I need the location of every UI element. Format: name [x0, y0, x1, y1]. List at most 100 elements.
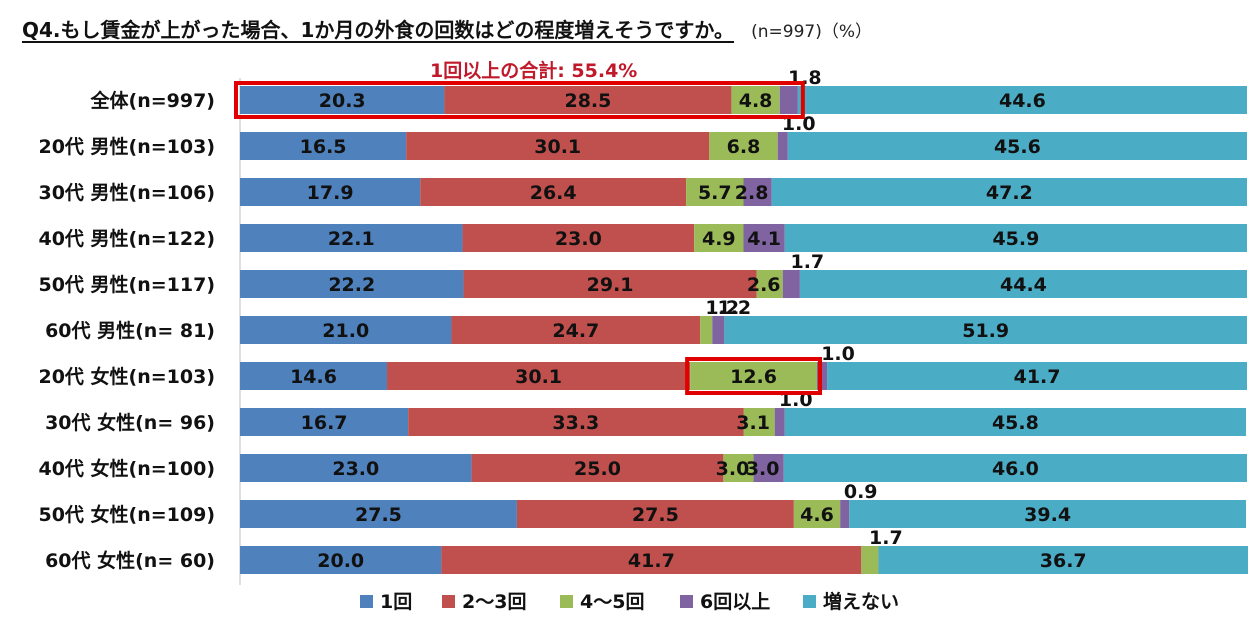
category-label: 30代 男性(n=106)	[38, 181, 215, 204]
data-label: 1.7	[869, 527, 903, 549]
bar-segment	[240, 86, 445, 114]
bars-layer	[240, 86, 1249, 574]
data-label: 1.7	[790, 251, 824, 273]
chart-title: Q4.もし賃金が上がった場合、1か月の外食の回数はどの程度増えそうですか。	[22, 18, 735, 42]
legend-label: 2～3回	[462, 591, 526, 613]
data-label: 3.1	[736, 412, 770, 434]
data-label: 24.7	[552, 320, 599, 342]
category-label: 40代 男性(n=122)	[38, 227, 215, 250]
bar-segment	[387, 362, 691, 390]
bar-segment	[690, 362, 818, 390]
chart-note: (n=997)（%）	[751, 22, 873, 42]
data-label: 4.1	[747, 228, 781, 250]
bar-segment	[771, 178, 1247, 206]
bar-segment	[861, 546, 879, 574]
bar-segment	[774, 408, 785, 436]
bar-segment	[463, 270, 757, 298]
bar-segment	[743, 224, 785, 252]
legend-label: 6回以上	[700, 591, 770, 613]
bar-segment	[240, 178, 421, 206]
data-label: 44.6	[999, 90, 1046, 112]
legend: 1回 2～3回 4～5回 6回以上 増えない	[360, 590, 899, 613]
bar-segment	[743, 178, 772, 206]
bar-segment	[756, 270, 783, 298]
data-label: 22.1	[328, 228, 375, 250]
bar-segment	[827, 362, 1247, 390]
bar-segment	[753, 454, 784, 482]
data-label: 1.2	[705, 297, 739, 319]
bar-segment	[700, 316, 713, 344]
data-label: 25.0	[574, 458, 621, 480]
bar-segment	[441, 546, 862, 574]
category-label: 60代 男性(n= 81)	[45, 319, 215, 342]
bar-segment	[878, 546, 1249, 574]
bar-segment	[817, 362, 828, 390]
bar-segment	[849, 500, 1246, 528]
bar-segment	[240, 224, 463, 252]
highlight-box	[685, 357, 823, 395]
data-label: 21.0	[322, 320, 369, 342]
data-label: 23.0	[555, 228, 602, 250]
bar-segment	[723, 454, 754, 482]
category-label: 50代 男性(n=117)	[38, 273, 215, 296]
bar-segment	[240, 362, 388, 390]
data-label: 16.7	[301, 412, 348, 434]
legend-swatch	[680, 595, 693, 608]
bar-segment	[420, 178, 687, 206]
bar-segment	[777, 132, 788, 160]
bar-segment	[793, 500, 841, 528]
category-label: 20代 女性(n=103)	[38, 365, 215, 388]
legend-swatch	[442, 595, 455, 608]
bar-segment	[783, 454, 1247, 482]
bar-segment	[784, 224, 1247, 252]
category-label: 全体(n=997)	[90, 89, 215, 112]
data-label: 4.6	[800, 504, 834, 526]
category-label: 50代 女性(n=109)	[38, 503, 215, 526]
bar-segment	[797, 86, 1247, 114]
bar-segment	[408, 408, 744, 436]
data-label: 45.8	[992, 412, 1039, 434]
bar-segment	[712, 316, 725, 344]
highlight-box	[234, 81, 805, 119]
data-label: 27.5	[632, 504, 679, 526]
bar-segment	[516, 500, 794, 528]
bar-segment	[471, 454, 724, 482]
bar-segment	[240, 132, 407, 160]
bar-segment	[743, 408, 775, 436]
data-label: 0.9	[844, 481, 878, 503]
bar-segment	[240, 316, 452, 344]
data-label: 23.0	[332, 458, 379, 480]
highlight-layer	[234, 81, 823, 395]
data-label: 39.4	[1024, 504, 1071, 526]
legend-swatch	[803, 595, 816, 608]
bar-segment	[787, 132, 1247, 160]
data-label: 14.6	[290, 366, 337, 388]
bar-segment	[709, 132, 778, 160]
data-label: 22.2	[328, 274, 375, 296]
data-label: 16.5	[300, 136, 347, 158]
bar-segment	[462, 224, 695, 252]
bar-segment	[240, 270, 464, 298]
data-label: 44.4	[1000, 274, 1047, 296]
data-label: 2.8	[735, 182, 769, 204]
title-row: Q4.もし賃金が上がった場合、1か月の外食の回数はどの程度増えそうですか。 (n…	[22, 14, 872, 43]
bar-segment	[779, 86, 798, 114]
data-label: 51.9	[962, 320, 1009, 342]
bar-segment	[784, 408, 1246, 436]
category-label: 20代 男性(n=103)	[38, 135, 215, 158]
bar-segment	[451, 316, 701, 344]
data-label: 1.2	[717, 297, 751, 319]
legend-label: 増えない	[823, 590, 899, 613]
bar-segment	[240, 454, 472, 482]
bar-segment	[240, 546, 442, 574]
bar-segment	[799, 270, 1247, 298]
data-label: 41.7	[1014, 366, 1061, 388]
data-label: 33.3	[552, 412, 599, 434]
data-label: 2.6	[747, 274, 781, 296]
bar-segment	[782, 270, 800, 298]
bar-segment	[240, 500, 517, 528]
data-label: 4.8	[739, 90, 773, 112]
data-label: 30.1	[515, 366, 562, 388]
bar-segment	[840, 500, 850, 528]
